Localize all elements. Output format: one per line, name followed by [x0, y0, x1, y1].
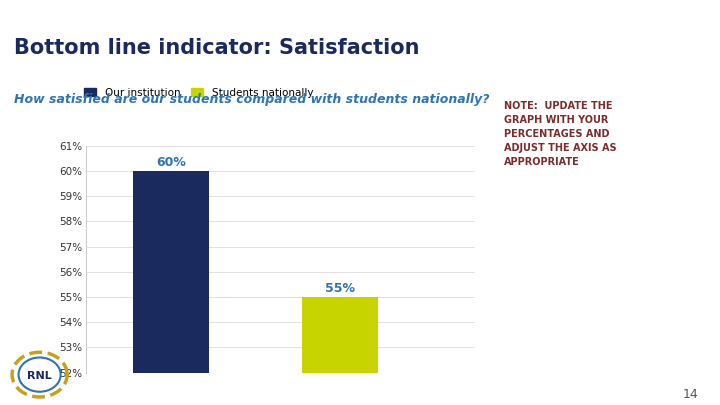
- Bar: [133, 171, 209, 405]
- Text: 55%: 55%: [325, 282, 355, 295]
- Text: 60%: 60%: [156, 156, 186, 169]
- Text: RNL: RNL: [27, 371, 52, 381]
- Text: Bottom line indicator: Satisfaction: Bottom line indicator: Satisfaction: [14, 38, 420, 58]
- Legend: Our institution, Students nationally: Our institution, Students nationally: [84, 87, 313, 98]
- Text: NOTE:  UPDATE THE
GRAPH WITH YOUR
PERCENTAGES AND
ADJUST THE AXIS AS
APPROPRIATE: NOTE: UPDATE THE GRAPH WITH YOUR PERCENT…: [504, 101, 616, 167]
- Text: 14: 14: [683, 388, 698, 401]
- Bar: [302, 297, 378, 405]
- Text: How satisfied are our students compared with students nationally?: How satisfied are our students compared …: [14, 93, 490, 106]
